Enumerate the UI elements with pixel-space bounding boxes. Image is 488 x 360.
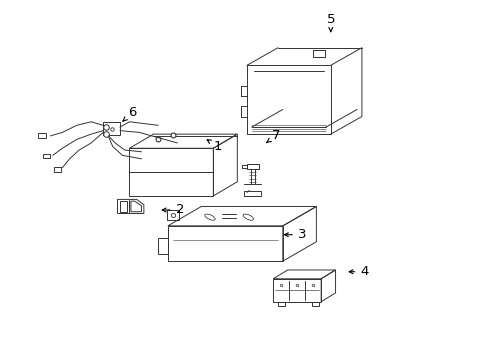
Text: 7: 7 [266,129,279,143]
Text: 6: 6 [122,107,136,121]
Text: 3: 3 [284,228,305,241]
Polygon shape [120,201,127,212]
Text: 1: 1 [207,140,222,153]
Text: 4: 4 [348,265,368,278]
Text: 5: 5 [326,13,334,32]
Polygon shape [131,201,141,212]
Text: 2: 2 [162,203,183,216]
